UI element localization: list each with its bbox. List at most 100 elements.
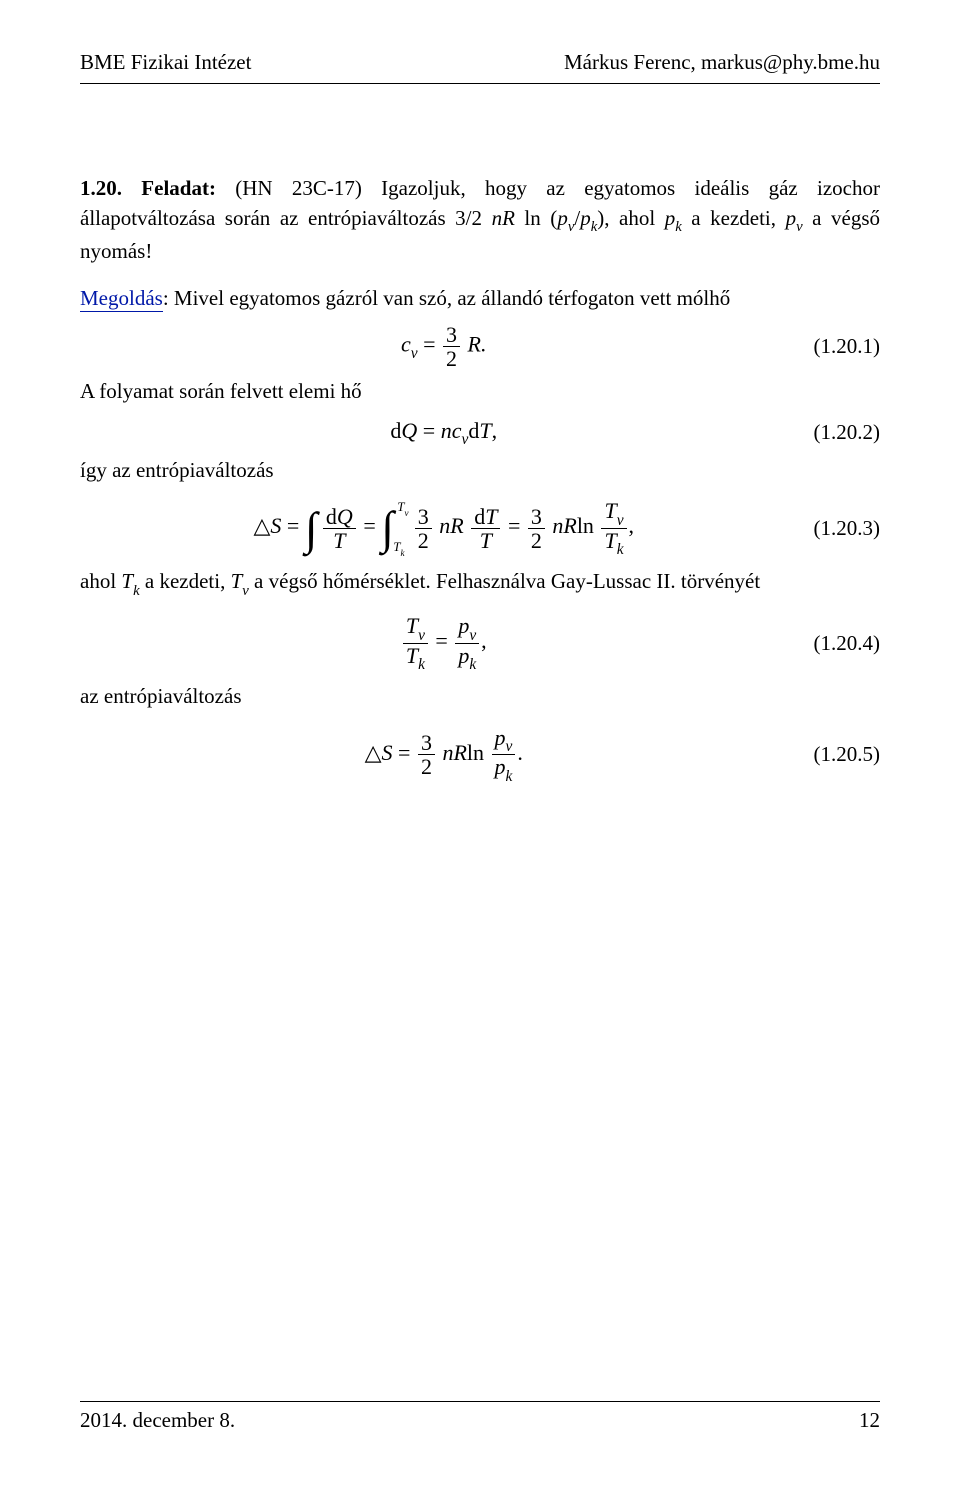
eq5-f2n-sub: v (506, 738, 513, 755)
eq3-frac1n-Q: Q (337, 504, 353, 529)
eq3-eq1: = (281, 513, 304, 538)
eq1-cv-c: c (401, 332, 411, 357)
para-4: ahol Tk a kezdeti, Tv a végső hőmérsékle… (80, 567, 880, 600)
para4-mid2: a végső hőmérséklet. Felhasználva Gay-Lu… (249, 569, 760, 593)
eq3-eq2: = (363, 513, 381, 538)
eq3-frac3n-d: d (474, 504, 485, 529)
equation-2: dQ = ncvdT, (1.20.2) (80, 416, 880, 450)
eq5-tri: △ (365, 740, 382, 765)
eq1-R: R. (468, 332, 487, 357)
page-footer: 2014. december 8. 12 (80, 1401, 880, 1435)
eq5-f2d-sub: k (506, 768, 513, 785)
pv-var-sub: v (796, 219, 803, 235)
eq5-f1n: 3 (418, 731, 435, 755)
eq3-int2: ∫ Tv Tk (381, 502, 407, 554)
pk-sub: k (591, 219, 598, 235)
eq2-d2: d (468, 418, 479, 443)
eq3-ln: ln (577, 513, 594, 538)
para4-mid1: a kezdeti, (140, 569, 231, 593)
solution-text-1: : Mivel egyatomos gázról van szó, az áll… (163, 286, 730, 310)
eq3-frac2d: 2 (415, 529, 432, 552)
eq1-cv-sub: v (411, 345, 418, 362)
eq3-frac5n-T: T (604, 498, 616, 523)
eq4-f1d-T: T (406, 643, 418, 668)
eq4-number: (1.20.4) (808, 629, 881, 658)
eq3-limbot-sub: k (400, 548, 404, 558)
para4-Tv: T (231, 569, 243, 593)
para4-k: k (133, 583, 140, 599)
eq5-dot: . (517, 740, 523, 765)
footer-date: 2014. december 8. (80, 1406, 235, 1435)
eq5-f2d-p: p (495, 754, 506, 779)
problem-post: ), ahol (597, 206, 664, 230)
eq5-S: S (382, 740, 393, 765)
eq3-frac4d: 2 (528, 529, 545, 552)
para4-Tk: T (121, 569, 133, 593)
solution-line: Megoldás: Mivel egyatomos gázról van szó… (80, 284, 880, 313)
eq3-frac5n-sub: v (617, 512, 624, 529)
eq3-frac2n: 3 (415, 505, 432, 529)
eq3-frac3d: T (480, 528, 492, 553)
para4-pre: ahol (80, 569, 121, 593)
eq3-int1: ∫ (305, 515, 318, 543)
eq2-d: d (390, 418, 401, 443)
eq2-number: (1.20.2) (808, 418, 881, 447)
eq4-comma: , (481, 628, 487, 653)
eq2-sub-v: v (461, 431, 468, 448)
eq5-f2n-p: p (495, 725, 506, 750)
eq2-Q: Q (401, 418, 417, 443)
equation-4: Tv Tk = pv pk , (1.20.4) (80, 614, 880, 672)
pk-var-sub: k (675, 219, 682, 235)
eq1-frac-d: 2 (443, 347, 460, 370)
eq2-comma: , (492, 418, 498, 443)
solution-label: Megoldás (80, 286, 163, 312)
eq5-f1d: 2 (418, 755, 435, 778)
eq3-limtop-sub: v (404, 508, 408, 518)
eq1-number: (1.20.1) (808, 332, 881, 361)
eq4-f1d-sub: k (418, 656, 425, 673)
pv-var: p (786, 206, 797, 230)
eq4-f2n-sub: v (469, 627, 476, 644)
para-2: A folyamat során felvett elemi hő (80, 377, 880, 406)
eq3-comma: , (629, 513, 635, 538)
eq3-frac1n-d: d (326, 504, 337, 529)
problem-heading: 1.20. Feladat: (HN 23C-17) Igazoljuk, ho… (80, 174, 880, 266)
pk-var: p (665, 206, 676, 230)
eq4-f2d-p: p (458, 643, 469, 668)
eq4-f2n-p: p (458, 613, 469, 638)
para4-v: v (242, 583, 249, 599)
eq5-ln: ln (467, 740, 484, 765)
eq3-frac3n-T: T (485, 504, 497, 529)
nR-var: nR (492, 206, 515, 230)
eq3-eq3: = (508, 513, 526, 538)
pv-p: p (557, 206, 568, 230)
page-header: BME Fizikai Intézet Márkus Ferenc, marku… (80, 48, 880, 77)
para-3: így az entrópiaváltozás (80, 456, 880, 485)
eq2-eq: = (417, 418, 440, 443)
footer-page-number: 12 (859, 1406, 880, 1435)
header-rule (80, 83, 880, 84)
eq3-nR: nR (439, 513, 463, 538)
eq3-nR2: nR (552, 513, 576, 538)
eq3-frac4n: 3 (528, 505, 545, 529)
ln-text: ln ( (515, 206, 557, 230)
equation-5: △S = 3 2 nRln pv pk . (1.20.5) (80, 726, 880, 784)
eq1-frac-n: 3 (443, 323, 460, 347)
header-right: Márkus Ferenc, markus@phy.bme.hu (564, 48, 880, 77)
eq1-equals: = (418, 332, 441, 357)
eq3-S: S (270, 513, 281, 538)
section-label: Feladat: (141, 176, 216, 200)
para-5: az entrópiaváltozás (80, 682, 880, 711)
section-number: 1.20. (80, 176, 122, 200)
pk-p: p (580, 206, 591, 230)
eq3-frac5d-T: T (604, 528, 616, 553)
equation-3: △S = ∫ dQ T = ∫ Tv Tk 3 2 nR dT T = (80, 499, 880, 557)
pv-sub: v (568, 219, 575, 235)
eq5-eq: = (393, 740, 416, 765)
eq5-number: (1.20.5) (808, 740, 881, 769)
eq5-nR: nR (442, 740, 466, 765)
footer-rule (80, 1401, 880, 1402)
header-left: BME Fizikai Intézet (80, 48, 251, 77)
eq3-frac1d-T: T (333, 528, 345, 553)
a-kezdeti: a kezdeti, (682, 206, 786, 230)
